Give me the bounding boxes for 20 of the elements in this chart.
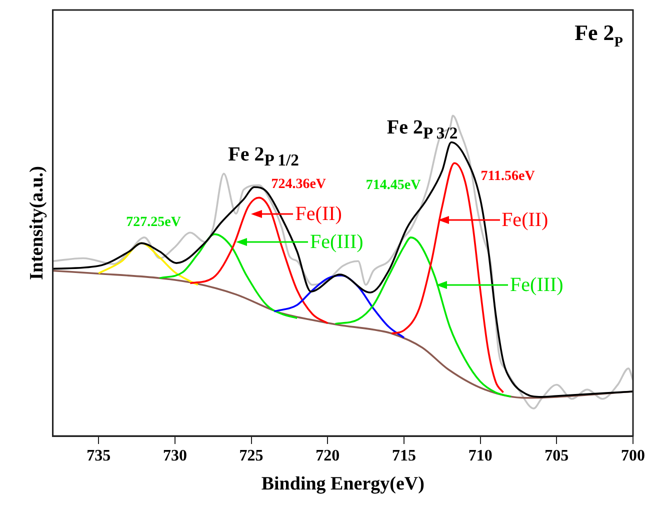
x-tick-label: 715	[392, 448, 416, 465]
x-axis-title: Binding Energy(eV)	[261, 474, 424, 495]
x-tick-label: 710	[468, 448, 492, 465]
annotation: Fe(II)	[295, 202, 342, 225]
annotation: Fe(III)	[310, 231, 364, 254]
annotation: 727.25eV	[126, 215, 181, 230]
annotation: 711.56eV	[480, 168, 535, 184]
annotation: Fe 2$_{P 3/2}$	[386, 116, 458, 143]
annotation: Fe(III)	[510, 274, 564, 296]
annotation: Fe(II)	[502, 209, 548, 232]
y-axis-title: Intensity(a.u.)	[26, 166, 48, 280]
x-tick-label: 730	[162, 448, 187, 465]
x-tick-label: 700	[621, 448, 645, 465]
annotation: Fe 2$_{P 1/2}$	[228, 143, 299, 170]
x-tick-label: 735	[86, 448, 111, 465]
x-tick-label: 720	[316, 448, 340, 465]
annotation: 714.45eV	[366, 178, 421, 194]
x-tick-label: 725	[239, 448, 264, 465]
annotation: 724.36eV	[271, 177, 326, 192]
x-tick-label: 705	[544, 448, 569, 465]
